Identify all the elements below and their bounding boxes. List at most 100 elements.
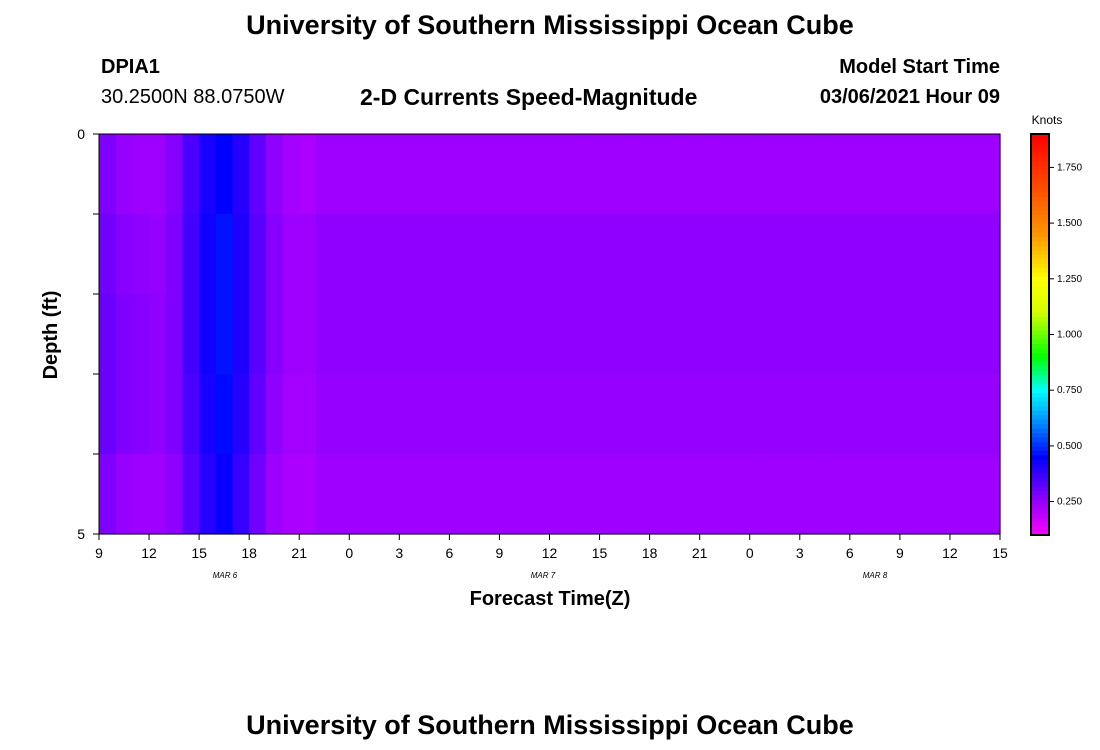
date-label: MAR 7 [531,571,556,580]
heatmap-cell [899,134,918,215]
heatmap-cell [599,454,617,535]
heatmap-cell [666,214,684,295]
colorbar-segment [1031,468,1049,474]
heatmap-cell [883,134,901,215]
colorbar-segment [1031,503,1049,509]
y-tick-label: 0 [77,126,85,142]
colorbar-segment [1031,356,1049,362]
heatmap-cell [349,294,367,375]
heatmap-cell [582,214,601,295]
footer-title: University of Southern Mississippi Ocean… [246,710,854,740]
colorbar-segment [1031,214,1049,220]
colorbar-segment [1031,294,1049,300]
heatmap-cell [616,374,634,455]
colorbar-segment [1031,463,1049,469]
heatmap-cell [449,214,467,295]
heatmap-cell [282,294,300,375]
heatmap-cell [816,454,834,535]
heatmap-cell [499,454,517,535]
heatmap-cell [365,454,384,535]
heatmap-cell [649,214,667,295]
heatmap-cell [232,294,250,375]
chart-subtitle: 2-D Currents Speed-Magnitude [360,84,698,110]
heatmap-cell [566,134,584,215]
heatmap-cell [432,214,450,295]
colorbar-segment [1031,147,1049,153]
heatmap-cell [883,214,901,295]
colorbar: 0.250 0.500 0.750 1.000 1.250 1.500 1.750 [1030,133,1082,536]
heatmap-cell [866,294,884,375]
heatmap-cell [699,374,717,455]
colorbar-segment [1031,289,1049,295]
heatmap-cell [249,214,267,295]
heatmap-cell [315,294,334,375]
heatmap-cell [766,294,784,375]
x-tick-label: 0 [345,545,353,561]
heatmap-cell [549,214,567,295]
heatmap-cell [199,214,217,295]
heatmap-cell [783,294,801,375]
heatmap-cell [99,134,117,215]
heatmap-cell [716,374,734,455]
heatmap-cell [916,294,934,375]
heatmap-cell [733,134,751,215]
heatmap-cell [866,454,884,535]
heatmap-cell [916,134,934,215]
heatmap-cell [966,374,984,455]
heatmap-cell [849,214,868,295]
x-tick-label: 6 [445,545,453,561]
heatmap-cell [382,374,400,455]
heatmap-cell [983,294,1001,375]
heatmap-cell [165,374,184,455]
colorbar-segment [1031,165,1049,171]
heatmap-cell [132,134,150,215]
colorbar-segment [1031,249,1049,255]
heatmap-cell [649,374,667,455]
heatmap-cell [649,294,667,375]
heatmap-cell [132,374,150,455]
heatmap-cell [799,214,818,295]
heatmap-cell [899,294,918,375]
heatmap-cell [682,374,701,455]
heatmap-cell [99,294,117,375]
heatmap-cell [182,374,200,455]
colorbar-segment [1031,285,1049,291]
x-tick-label: 3 [796,545,804,561]
heatmap-cell [682,294,701,375]
heatmap-cell [649,134,667,215]
heatmap-cell [716,294,734,375]
station-id: DPIA1 [101,56,160,78]
colorbar-segment [1031,245,1049,251]
colorbar-segment [1031,508,1049,514]
heatmap-cell [666,294,684,375]
heatmap-cell [699,294,717,375]
heatmap-cell [833,214,851,295]
colorbar-segment [1031,436,1049,443]
colorbar-segment [1031,236,1049,242]
x-tick-label: 18 [241,545,257,561]
colorbar-segment [1031,405,1049,411]
heatmap-cell [983,134,1001,215]
colorbar-segment [1031,312,1049,318]
heatmap-cell [949,294,968,375]
heatmap-cell [666,454,684,535]
heatmap-cell [349,454,367,535]
heatmap-cell [332,294,350,375]
colorbar-segment [1031,151,1049,157]
heatmap-cell [449,454,467,535]
heatmap-cell [749,374,768,455]
heatmap-cell [933,214,951,295]
heatmap-cell [149,454,167,535]
heatmap-cell [299,454,317,535]
colorbar-segment [1031,445,1049,451]
heatmap-cell [783,214,801,295]
colorbar-segment [1031,267,1049,273]
heatmap-cell [566,294,584,375]
colorbar-segment [1031,187,1049,193]
colorbar-segment [1031,223,1049,229]
heatmap-cell [432,294,450,375]
colorbar-segment [1031,530,1049,536]
colorbar-segment [1031,361,1049,367]
heatmap-cell [849,454,868,535]
heatmap-cell [866,214,884,295]
